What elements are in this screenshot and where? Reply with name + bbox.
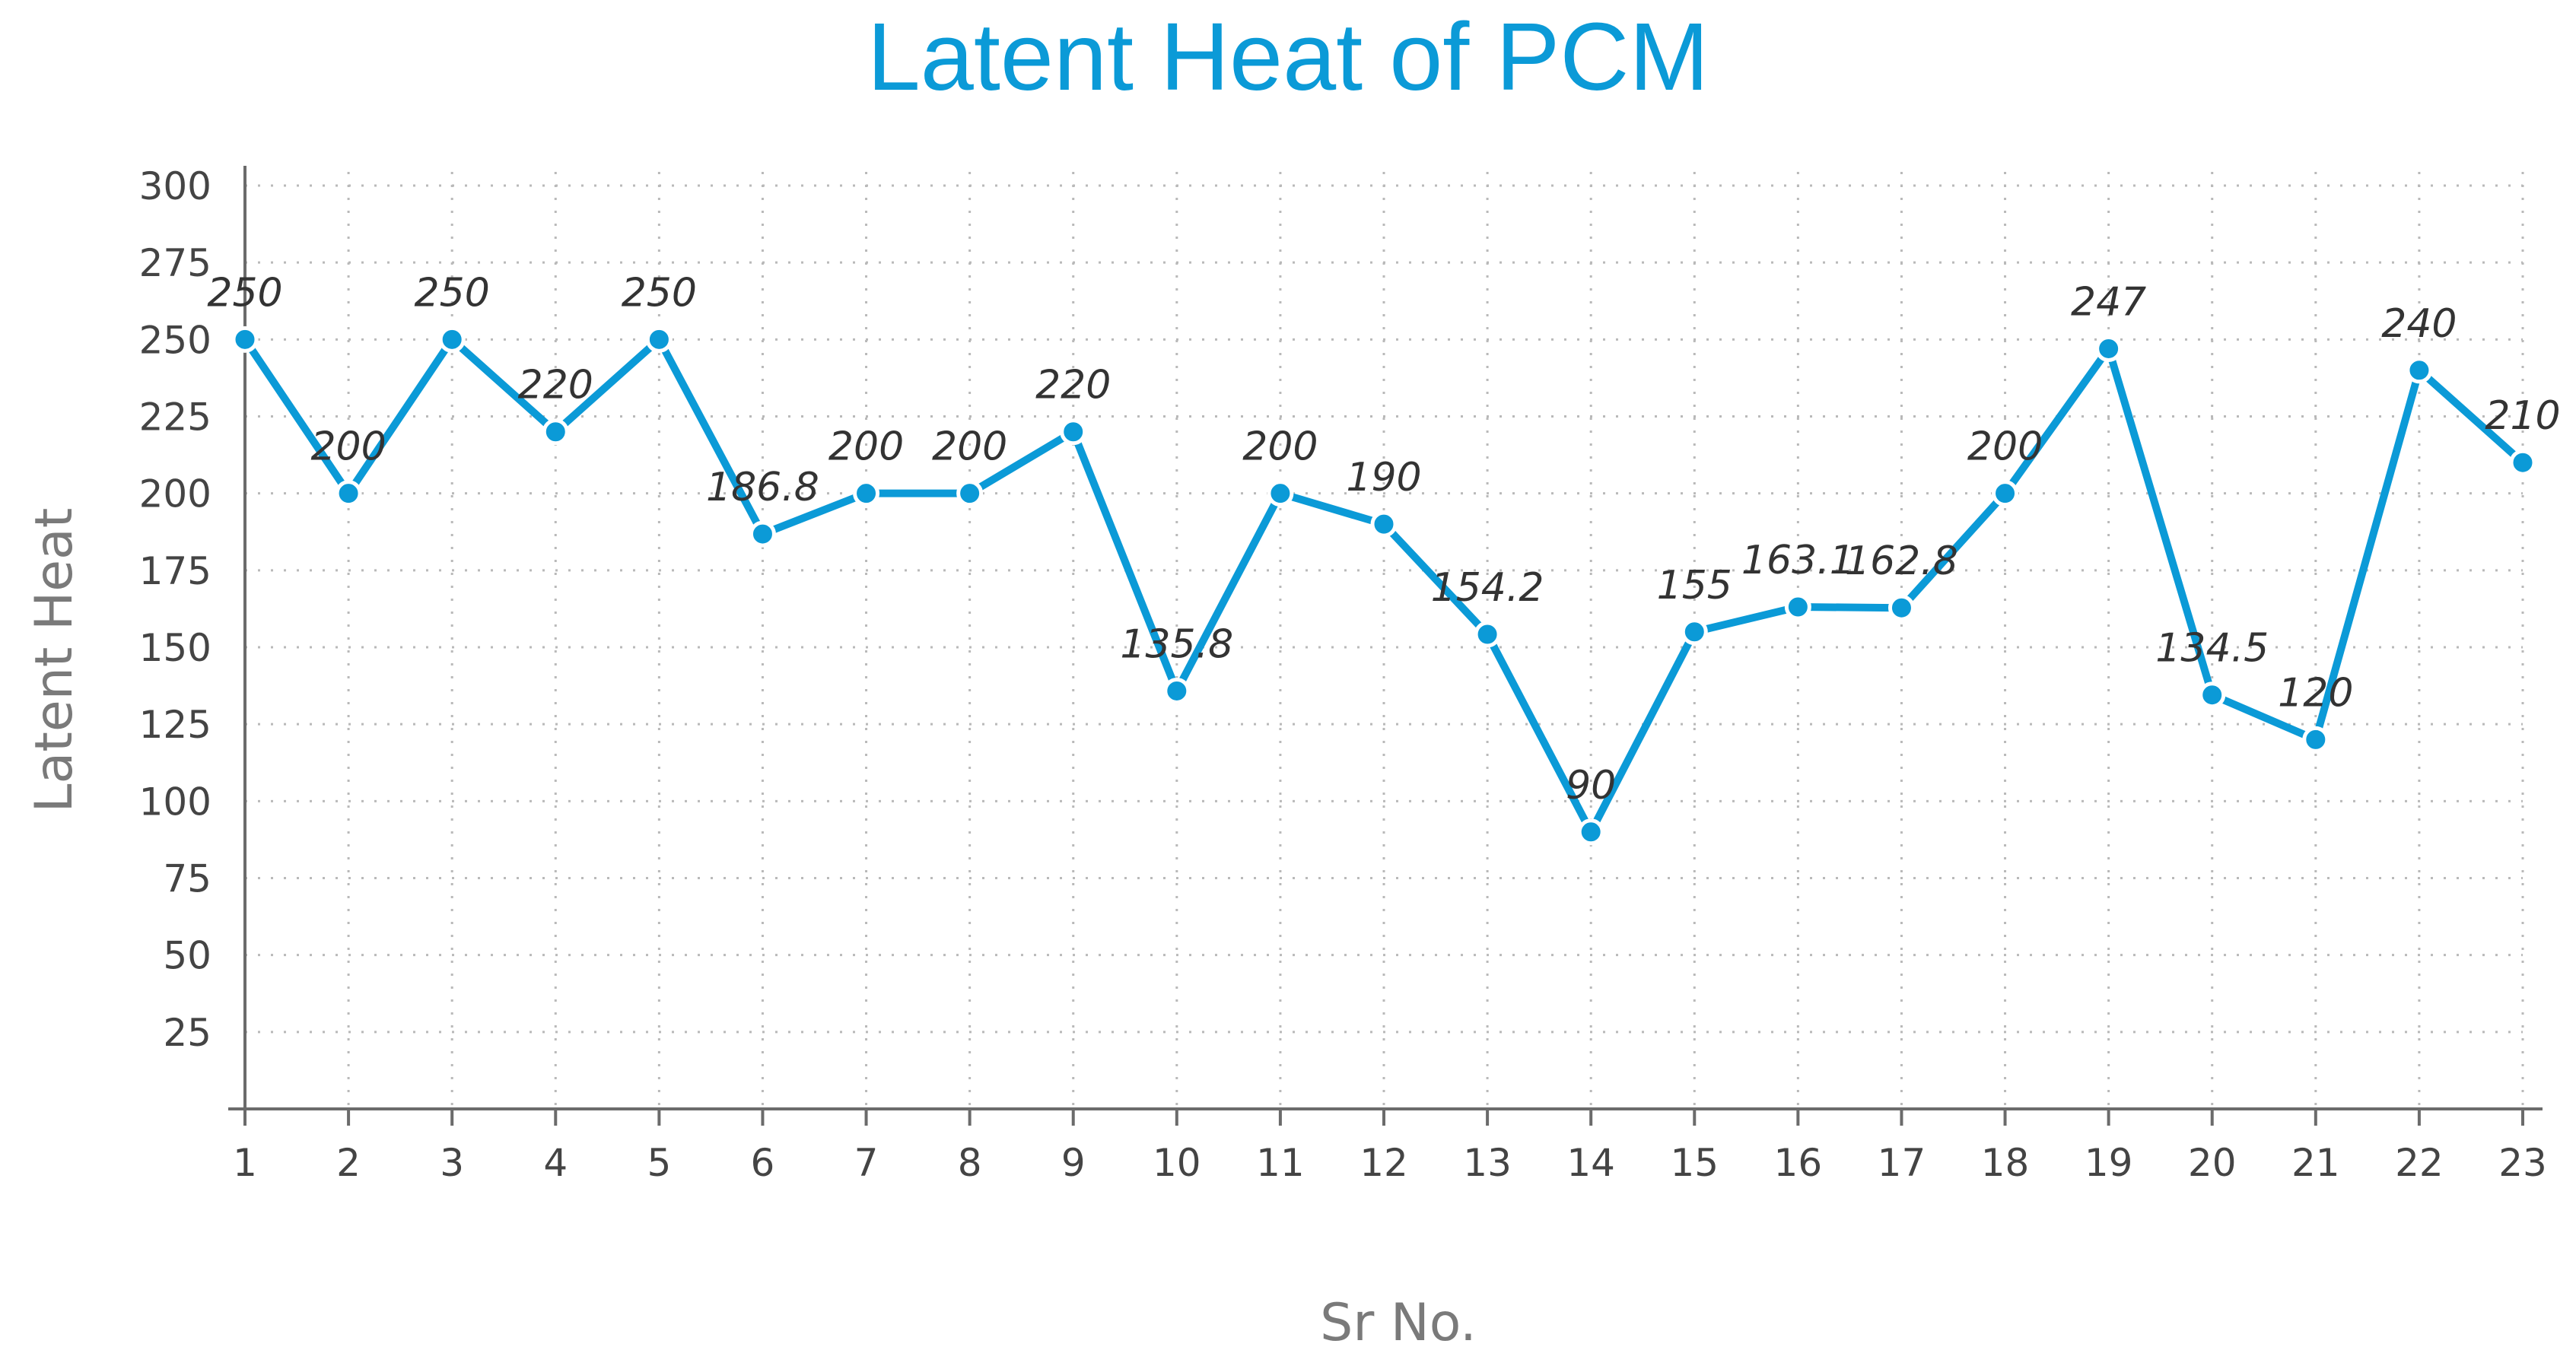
data-label: 134.5 — [2155, 626, 2269, 672]
data-point — [335, 480, 362, 507]
data-point — [2095, 335, 2123, 362]
data-point — [645, 326, 673, 353]
x-tick-label: 3 — [440, 1141, 464, 1185]
y-tick-label: 25 — [163, 1011, 211, 1055]
data-label: 90 — [1566, 763, 1616, 808]
x-tick-labels: 1 2 3 4 5 6 7 8 9 10 11 12 13 14 15 16 17 18 19 20 21 22 23 — [233, 1141, 2547, 1185]
data-label: 200 — [828, 424, 904, 470]
x-tick-label: 16 — [1774, 1141, 1823, 1185]
data-label: 250 — [415, 270, 490, 316]
y-tick-label: 150 — [139, 626, 211, 670]
data-label: 155 — [1657, 563, 1732, 608]
axes — [228, 166, 2543, 1126]
data-point — [2302, 726, 2330, 753]
y-tick-label: 125 — [139, 703, 211, 747]
y-tick-label: 75 — [163, 857, 211, 901]
x-tick-label: 21 — [2291, 1141, 2340, 1185]
data-point — [2509, 449, 2536, 476]
x-tick-label: 4 — [543, 1141, 568, 1185]
data-label: 163.1 — [1741, 538, 1855, 583]
data-point — [1370, 510, 1398, 538]
data-label: 135.8 — [1120, 621, 1233, 667]
data-point — [1577, 818, 1604, 846]
x-tick-label: 5 — [647, 1141, 671, 1185]
y-tick-label: 300 — [139, 164, 211, 208]
data-label: 247 — [2071, 279, 2146, 325]
y-tick-label: 250 — [139, 318, 211, 362]
x-tick-label: 1 — [233, 1141, 257, 1185]
data-point — [1060, 418, 1087, 446]
data-label: 190 — [1346, 455, 1421, 500]
data-label: 154.2 — [1431, 565, 1544, 611]
x-tick-label: 22 — [2395, 1141, 2444, 1185]
data-point — [1784, 593, 1811, 621]
data-point — [1267, 480, 1294, 507]
data-label: 186.8 — [706, 465, 819, 510]
data-label: 200 — [932, 424, 1007, 470]
data-label: 220 — [518, 363, 593, 408]
data-point — [956, 480, 984, 507]
x-tick-label: 19 — [2085, 1141, 2133, 1185]
data-point — [1163, 677, 1191, 704]
data-point — [1992, 480, 2019, 507]
chart-title: Latent Heat of PCM — [867, 3, 1709, 110]
x-tick-label: 11 — [1256, 1141, 1305, 1185]
data-label: 220 — [1035, 363, 1111, 408]
x-tick-label: 6 — [751, 1141, 775, 1185]
data-label: 200 — [1242, 424, 1318, 470]
data-point — [853, 480, 880, 507]
x-axis-title: Sr No. — [1320, 1293, 1477, 1353]
y-tick-labels: 25 50 75 100 125 150 175 200 225 250 275 300 — [139, 164, 211, 1055]
x-tick-label: 23 — [2498, 1141, 2547, 1185]
x-tick-label: 17 — [1878, 1141, 1926, 1185]
series — [231, 326, 2536, 846]
x-tick-label: 15 — [1670, 1141, 1719, 1185]
data-point — [749, 520, 776, 548]
y-tick-label: 50 — [163, 934, 211, 978]
data-label: 200 — [310, 424, 386, 470]
data-label: 250 — [622, 270, 697, 316]
data-point — [1681, 618, 1708, 646]
y-tick-label: 100 — [139, 780, 211, 824]
x-tick-label: 12 — [1360, 1141, 1408, 1185]
y-tick-label: 275 — [139, 241, 211, 285]
x-tick-label: 2 — [336, 1141, 361, 1185]
data-point — [1887, 594, 1915, 621]
x-tick-label: 18 — [1981, 1141, 2030, 1185]
x-tick-label: 8 — [958, 1141, 982, 1185]
data-point — [2406, 357, 2433, 384]
y-tick-label: 200 — [139, 472, 211, 516]
y-axis-title: Latent Heat — [24, 508, 84, 813]
data-label: 120 — [2278, 670, 2353, 716]
data-label: 210 — [2485, 393, 2560, 439]
x-tick-label: 20 — [2188, 1141, 2237, 1185]
y-tick-label: 175 — [139, 549, 211, 593]
x-tick-label: 9 — [1061, 1141, 1086, 1185]
y-tick-label: 225 — [139, 396, 211, 440]
data-point — [438, 326, 466, 353]
x-tick-label: 14 — [1566, 1141, 1615, 1185]
data-label: 240 — [2381, 301, 2457, 347]
data-point — [231, 326, 259, 353]
data-label: 200 — [1967, 424, 2043, 470]
x-tick-label: 10 — [1153, 1141, 1201, 1185]
data-point — [542, 418, 569, 446]
x-tick-label: 13 — [1463, 1141, 1512, 1185]
data-label: 162.8 — [1845, 538, 1958, 584]
x-tick-label: 7 — [854, 1141, 879, 1185]
data-label: 250 — [207, 270, 282, 316]
data-point — [1474, 621, 1501, 648]
data-point — [2199, 681, 2226, 709]
